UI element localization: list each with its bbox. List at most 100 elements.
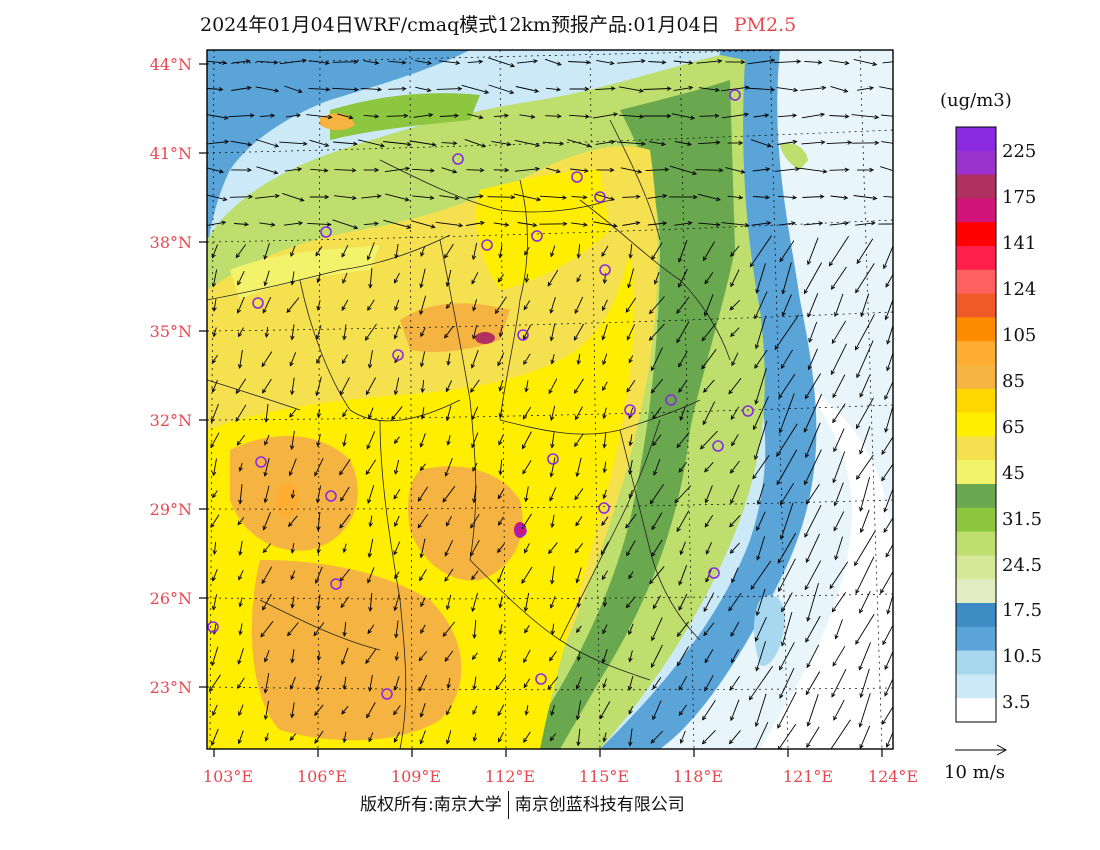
wind-arrow <box>497 704 505 716</box>
wind-arrow <box>779 222 795 226</box>
wind-arrow-head <box>208 687 214 693</box>
wind-arrow-head <box>749 262 755 268</box>
legend-swatch <box>956 698 996 723</box>
wind-arrow <box>365 648 377 664</box>
wind-arrow <box>237 677 245 689</box>
wind-arrow-head <box>419 739 424 745</box>
wind-arrow <box>550 595 556 609</box>
wind-arrow-head <box>430 168 435 173</box>
wind-arrow <box>291 702 295 718</box>
wind-arrow-head <box>211 471 217 477</box>
wind-arrow <box>279 141 307 145</box>
wind-arrow <box>806 644 820 668</box>
wind-arrow <box>647 222 667 226</box>
wind-arrow <box>315 566 323 584</box>
wind-arrow <box>650 484 664 504</box>
wind-arrow-head <box>756 500 761 506</box>
wind-arrow <box>626 324 636 340</box>
wind-arrow <box>259 114 275 118</box>
station-marker <box>325 490 337 502</box>
wind-arrow <box>625 297 637 313</box>
wind-arrow <box>264 673 270 693</box>
wind-arrow-head <box>374 114 380 119</box>
wind-arrow <box>239 597 243 607</box>
wind-arrow <box>830 85 848 93</box>
wind-arrow <box>779 240 795 262</box>
wind-arrow <box>853 58 877 66</box>
wind-arrow <box>755 641 767 671</box>
wind-arrow <box>604 597 606 607</box>
wind-arrow-head <box>374 221 379 226</box>
wind-arrow-head <box>834 555 839 561</box>
wind-arrow <box>415 86 431 92</box>
wind-arrow-head <box>431 142 437 147</box>
wind-arrow <box>617 60 645 64</box>
wind-arrow-head <box>290 494 296 499</box>
wind-arrow-head <box>532 222 538 228</box>
wind-arrow <box>333 141 357 145</box>
wind-arrow-head <box>550 579 555 585</box>
wind-arrow <box>212 594 218 610</box>
wind-arrow <box>729 675 741 691</box>
wind-arrow-head <box>495 685 500 691</box>
wind-reference-label: 10 m/s <box>944 762 1005 783</box>
wind-arrow-head <box>533 59 538 64</box>
wind-arrow-head <box>471 607 476 613</box>
wind-arrow <box>653 595 661 609</box>
wind-arrow-head <box>522 444 527 450</box>
wind-arrow-head <box>394 574 399 580</box>
wind-arrow-head <box>602 414 607 420</box>
wind-arrow-head <box>610 139 616 145</box>
wind-arrow <box>318 651 320 661</box>
wind-arrow-head <box>419 576 424 582</box>
wind-arrow <box>524 592 530 612</box>
wind-arrow <box>439 195 459 199</box>
wind-arrow <box>436 88 462 90</box>
wind-arrow <box>882 624 893 645</box>
wind-arrow <box>730 245 740 257</box>
wind-arrow-head <box>262 388 267 394</box>
wind-arrow <box>367 567 375 583</box>
wind-arrow <box>487 196 515 198</box>
wind-arrow-head <box>471 334 477 340</box>
wind-arrow <box>414 60 432 64</box>
wind-arrow-head <box>263 715 269 721</box>
wind-arrow <box>493 114 509 118</box>
wind-arrow-head <box>855 288 860 294</box>
wind-arrow <box>698 222 720 226</box>
wind-arrow <box>262 297 272 313</box>
wind-arrow-head <box>676 309 681 314</box>
station-marker <box>599 264 611 276</box>
lon-label: 121°E <box>783 767 833 786</box>
wind-arrow <box>470 513 480 529</box>
wind-arrow-head <box>582 195 588 200</box>
wind-arrow-head <box>446 683 451 689</box>
wind-arrow <box>393 488 401 500</box>
wind-arrow <box>883 516 893 533</box>
wind-arrow-head <box>342 548 347 554</box>
wind-arrow <box>231 87 251 91</box>
wind-arrow <box>551 354 555 364</box>
wind-arrow-head <box>523 305 528 311</box>
wind-arrow <box>881 114 893 117</box>
wind-arrow-head <box>651 636 656 642</box>
wind-arrow <box>542 141 564 145</box>
wind-arrow-head <box>806 721 811 727</box>
wind-arrow <box>650 730 664 744</box>
wind-arrow-head <box>222 196 228 202</box>
wind-arrow-head <box>393 390 399 396</box>
wind-arrow <box>704 462 714 472</box>
wind-arrow <box>880 166 893 172</box>
wind-arrow <box>885 273 893 288</box>
wind-arrow-head <box>653 279 659 285</box>
wind-arrow <box>393 705 401 715</box>
wind-arrow <box>575 406 583 420</box>
wind-arrow-head <box>573 335 578 341</box>
wind-arrow-head <box>420 629 425 634</box>
legend-swatch <box>956 127 996 152</box>
wind-arrow <box>340 596 350 608</box>
wind-arrow-head <box>523 360 528 366</box>
wind-arrow-head <box>367 629 372 635</box>
wind-arrow <box>212 490 218 498</box>
wind-arrow-head <box>274 143 280 148</box>
